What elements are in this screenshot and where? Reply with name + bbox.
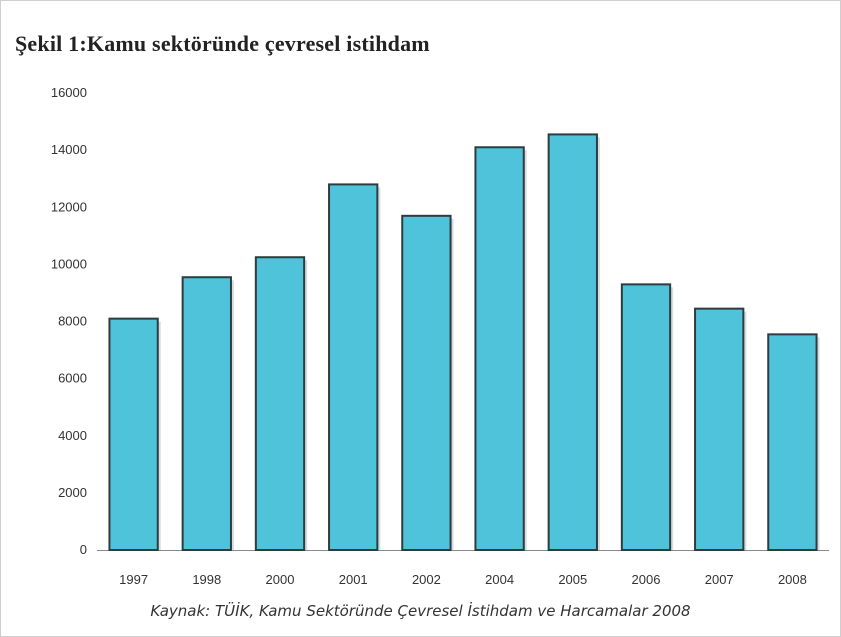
x-tick-label: 2005 [558,572,587,587]
y-tick-label: 10000 [51,256,87,271]
bar-2001 [328,183,379,551]
x-tick-label: 2004 [485,572,514,587]
y-tick-label: 0 [80,542,87,557]
x-tick-label: 2007 [705,572,734,587]
bar-2007 [694,307,745,551]
y-tick-label: 4000 [58,428,87,443]
x-tick-label: 2008 [778,572,807,587]
x-tick-label: 2001 [339,572,368,587]
bar-2006 [620,283,672,551]
bar-2000 [254,256,306,551]
bar-chart: 0 2000 4000 6000 8000 10000 12000 14000 16000 199… [51,85,829,587]
bar-2005 [547,133,598,551]
bar-2002 [401,214,452,551]
y-tick-label: 6000 [58,371,87,386]
x-tick-label: 2006 [632,572,661,587]
y-tick-label: 16000 [51,85,87,100]
bar-1998 [181,276,232,551]
y-tick-label: 12000 [51,199,87,214]
y-tick-label: 2000 [58,485,87,500]
y-tick-label: 14000 [51,142,87,157]
x-tick-label: 1998 [192,572,221,587]
bar-1997 [108,317,159,551]
x-tick-label: 2002 [412,572,441,587]
y-tick-label: 8000 [58,314,87,329]
bar-2004 [474,146,525,552]
x-tick-label: 2000 [266,572,295,587]
chart-title: Şekil 1:Kamu sektöründe çevresel istihda… [15,31,430,56]
x-tick-label: 1997 [119,572,148,587]
bar-2008 [767,333,818,551]
source-caption: Kaynak: TÜİK, Kamu Sektöründe Çevresel İ… [150,602,691,620]
